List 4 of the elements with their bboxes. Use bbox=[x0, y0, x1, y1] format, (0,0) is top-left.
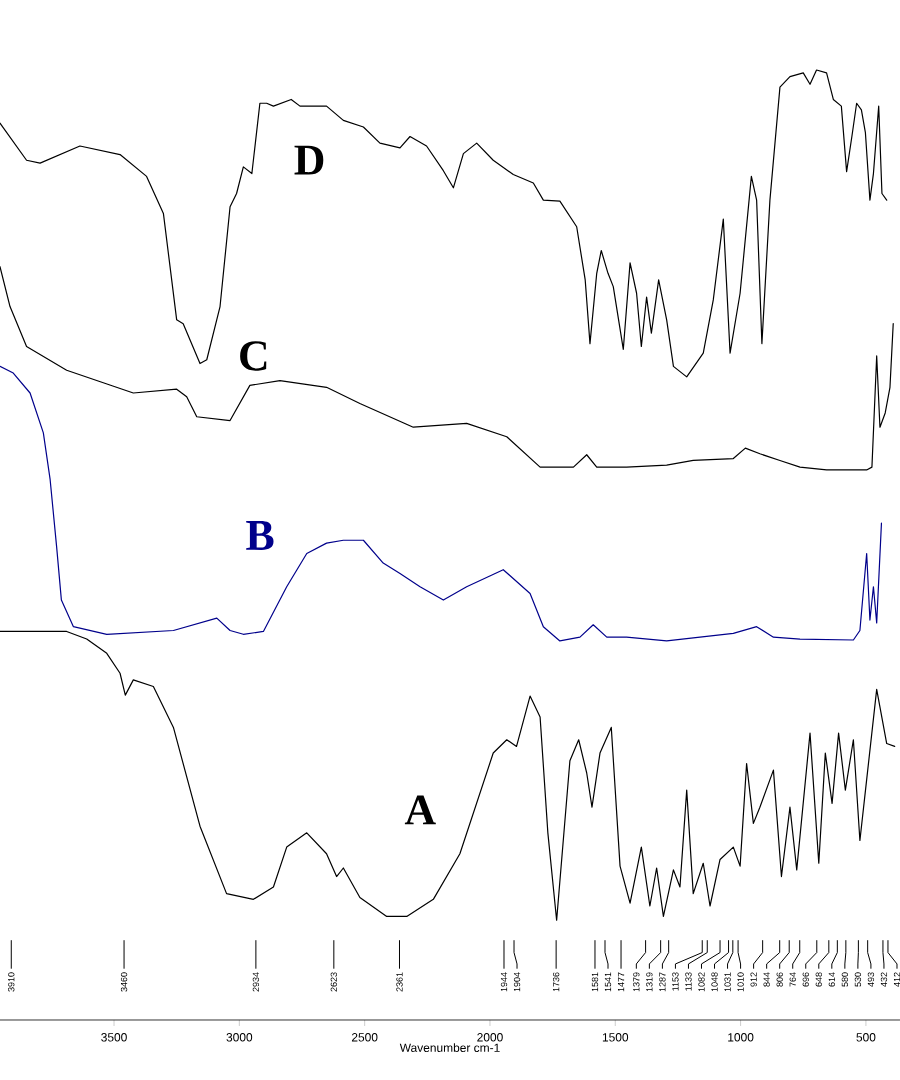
series-label: C bbox=[240, 341, 267, 371]
series-label: A bbox=[404, 795, 436, 825]
series-label: B bbox=[246, 521, 274, 550]
series-label: D bbox=[294, 145, 324, 175]
